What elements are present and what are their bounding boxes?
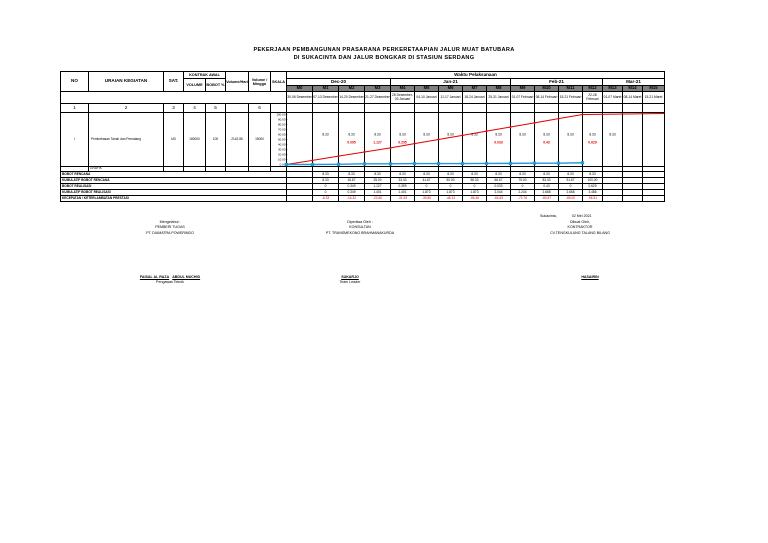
header-waktu: Waktu Pelaksanaan (286, 71, 665, 79)
header-bobot: BOBOT % (205, 78, 226, 92)
week-date: 08-14 Maret (622, 91, 643, 104)
document-title-line2: DI SUKACINTA DAN JALUR BONGKAR DI STASIU… (293, 55, 475, 61)
item-bobot: 100 (205, 112, 226, 167)
month-feb: Feb-21 (510, 78, 603, 86)
header-kontrak: KONTRAK AWAL (183, 71, 226, 79)
month-jan: Jan-21 (390, 78, 511, 86)
week-date: 01-07 Maret (602, 91, 623, 104)
item-no: I (60, 112, 89, 167)
signature-mid: Diperiksa Oleh : KONSULTAN PT. TRANSMEKO… (300, 220, 420, 236)
signer-left: FAISAL AL RAZA ABDUL MUCHID Pengawas Tek… (110, 275, 230, 286)
document-title-line1: PEKERJAAN PEMBANGUNAN PRASARANA PERKERET… (253, 47, 515, 53)
table-row: KUMULATIF BOBOT RENCANA 8.33 16.67 25.00 33.… (60, 177, 665, 184)
signer-mid-name: SUKARJO (341, 275, 359, 279)
header-volume: VOLUME (183, 78, 206, 92)
week-date: 04-10 Januari (414, 91, 439, 104)
item-uraian: Pembebasan Tanah dan Pematang (88, 112, 164, 167)
mid-org2: PT. TRANSMEKONG BRAHMANAKURDA (325, 230, 395, 235)
signature-right: Dibuat Oleh, KONTRAKTOR CV.TENGKULUNG TA… (530, 220, 630, 236)
mid-role: Diperiksa Oleh : (347, 220, 373, 224)
signer-left-title: Pengawas Teknik (156, 280, 184, 285)
week-date: 22-28 Februari (582, 91, 603, 104)
signer-right: HASAIRIN (560, 275, 620, 280)
place-date: Sukacinta, 02 Mei 2021 (540, 214, 650, 219)
scale-cell (270, 112, 287, 167)
item-volume-minggu: 15000 (248, 112, 271, 167)
signer-mid: SUKARJO Team Leader (320, 275, 380, 286)
row-value: -56.46 (462, 195, 487, 202)
col-index: 5 (205, 103, 226, 113)
item-volume: 180000 (183, 112, 206, 167)
header-skala: SKALA (270, 71, 287, 92)
item-sat: M3 (163, 112, 184, 167)
week-date: 08-14 Februari (534, 91, 559, 104)
row-label: KECEPATAN / KETERLAMBATAN PRESTASI (60, 195, 287, 202)
signer-left-name1: FAISAL AL RAZA (139, 275, 170, 279)
header-volume-minggu: Volume / Minggu (248, 71, 271, 92)
row-value: -48.13 (438, 195, 463, 202)
left-role: Mengetahui : (159, 220, 181, 224)
col-index: 2 (88, 103, 164, 113)
table-row: KECEPATAN / KETERLAMBATAN PRESTASI -8.33-… (60, 195, 665, 202)
right-org2: CV.TENGKULUNG TALANG BILANG (550, 230, 610, 235)
row-value (622, 195, 643, 202)
item-volume-hari: 2142.86 (225, 112, 249, 167)
row-value (286, 195, 313, 202)
mid-org1: KONSULTAN (349, 225, 371, 230)
week-date: 18-24 Januari (462, 91, 487, 104)
signer-right-name: HASAIRIN (581, 275, 599, 279)
week-date: 07-13 Desember (312, 91, 339, 104)
week-date: 15-21 Maret (642, 91, 665, 104)
week-date: 15-21 Februari (558, 91, 583, 104)
header-no: NO (60, 71, 89, 92)
row-value: -31.93 (390, 195, 415, 202)
row-value: -8.33 (312, 195, 339, 202)
col-index: 4 (183, 103, 206, 113)
schedule-table: NO URAIAN KEGIATAN SAT. KONTRAK AWAL Vol… (60, 71, 665, 202)
row-value: -23.60 (364, 195, 391, 202)
week-date: 28 Desember-03 Januari (390, 91, 415, 104)
row-value (642, 195, 665, 202)
row-value: -39.80 (414, 195, 439, 202)
month-dec: Dec-20 (286, 78, 391, 86)
header-volume-hari: Volume/Hari (225, 71, 249, 92)
place-label: Sukacinta, (540, 214, 557, 218)
col-index: 3 (163, 103, 184, 113)
week-date: 25-31 Januari (486, 91, 511, 104)
row-value: -16.32 (338, 195, 365, 202)
week-date: 30-06 Desember (286, 91, 313, 104)
week-date: 21-27 Desember (364, 91, 391, 104)
row-value: -64.63 (486, 195, 511, 202)
left-org2: PT. DIAMATRA POWERINDO (146, 230, 194, 235)
right-org1: KONTRAKTOR (567, 225, 593, 230)
header-sat: SAT. (163, 71, 184, 92)
row-value: -89.00 (558, 195, 583, 202)
col-index: 6 (248, 103, 271, 113)
signer-mid-title: Team Leader (339, 280, 361, 285)
signer-left-name2: ABDUL MUCHID (172, 275, 201, 279)
date-label: 02 Mei 2021 (571, 214, 592, 218)
signature-left: Mengetahui : PEMBERI TUGAS PT. DIAMATRA … (130, 220, 210, 236)
row-value: -72.76 (510, 195, 535, 202)
row-value: -80.67 (534, 195, 559, 202)
right-role: Dibuat Oleh, (570, 220, 590, 224)
row-value: -96.51 (582, 195, 603, 202)
week-date: 01-07 Februari (510, 91, 535, 104)
week-date: 11-17 Januari (438, 91, 463, 104)
row-value (602, 195, 623, 202)
left-org1: PEMBERI TUGAS (155, 225, 185, 230)
col-index: 1 (60, 103, 89, 113)
header-uraian: URAIAN KEGIATAN (88, 71, 164, 92)
table-row: KUMULATIF BOBOT REALISASI 0 0.349 1.401 1.40… (60, 189, 665, 196)
month-mar: Mar-21 (602, 78, 665, 86)
week-date: 14-20 Desember (338, 91, 365, 104)
